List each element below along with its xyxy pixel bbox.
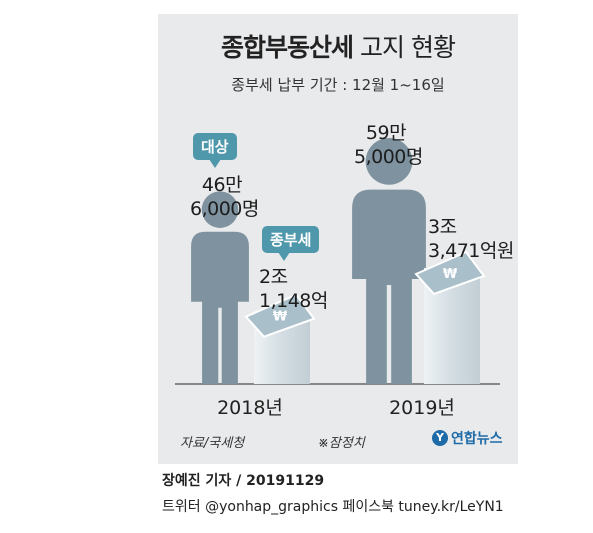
x-tick-label-2018: 2018년	[217, 397, 283, 419]
won-icon: ₩	[273, 310, 288, 325]
chart-subtitle: 종부세 납부 기간 : 12월 1~16일	[231, 76, 445, 94]
logo-icon: Y	[432, 430, 448, 446]
credit-author: 장예진 기자 / 20191129	[162, 473, 325, 489]
tax-value-2019: 3조 3,471억원	[428, 216, 514, 262]
person-body	[191, 231, 249, 384]
won-icon: ₩	[443, 267, 458, 282]
person-head	[201, 191, 239, 228]
tax-label-bubble: 종부세	[262, 226, 320, 261]
person-body	[352, 189, 426, 384]
publisher-logo: Y 연합뉴스	[432, 428, 503, 448]
person-figure-2019	[352, 138, 426, 384]
banknote-2019	[414, 250, 486, 296]
target-value-2018: 46만 6,000명	[190, 174, 259, 220]
target-value-2019: 59만 5,000명	[354, 122, 423, 168]
target-label-bubble: 대상	[193, 133, 237, 168]
footnote: ※잠정치	[318, 436, 365, 451]
tax-value-2018: 2조 1,148억	[259, 266, 328, 312]
chart-title: 종합부동산세 고지 현황	[221, 33, 456, 62]
x-tick-label-2019: 2019년	[389, 397, 455, 419]
banknote-2018	[244, 293, 316, 338]
credit-social: 트위터 @yonhap_graphics 페이스북 tuney.kr/LeYN1	[162, 499, 504, 515]
person-figure-2018	[191, 191, 249, 384]
person-head	[365, 138, 413, 185]
source-note: 자료/국세청	[180, 436, 245, 451]
